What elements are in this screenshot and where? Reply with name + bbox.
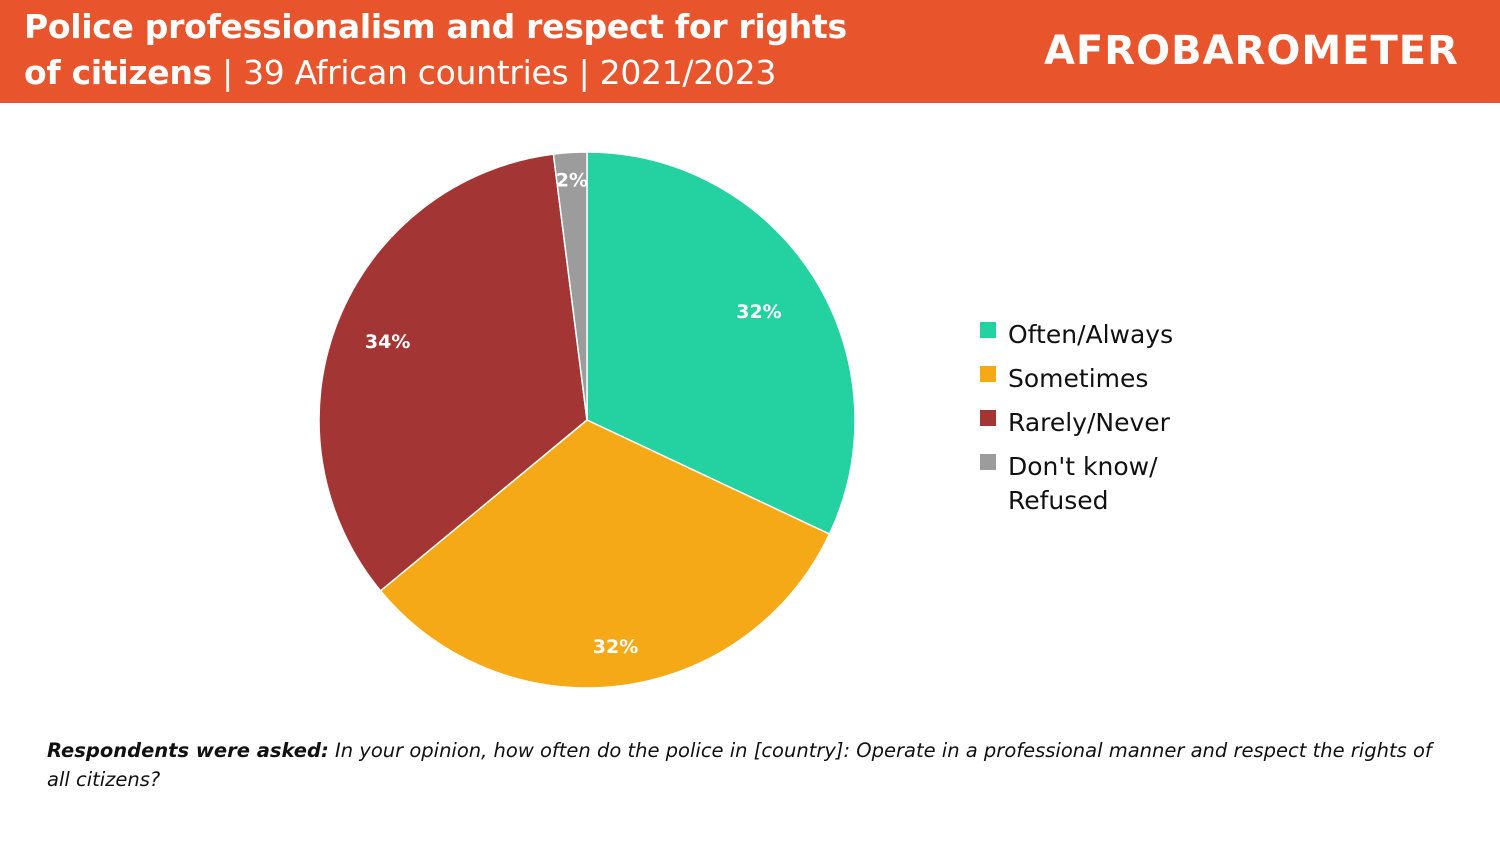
legend-swatch-rarely-never <box>980 410 996 426</box>
legend-swatch-dont-know <box>980 454 996 470</box>
legend-label: Sometimes <box>1008 364 1149 393</box>
footnote: Respondents were asked: In your opinion,… <box>47 736 1457 794</box>
pie-slice-sometimes <box>379 419 831 689</box>
legend-label: Don't know/Refused <box>1008 452 1158 515</box>
title-subtitle: | 39 African countries | 2021/2023 <box>211 53 777 92</box>
chart-title: Police professionalism and respect for r… <box>24 4 847 96</box>
pie-label-dont-know: 2% <box>556 169 588 191</box>
title-bold-line2: of citizens <box>24 53 212 92</box>
pie-slice-dont-know <box>552 151 588 421</box>
pie-chart: 32% 32% 34% 2% <box>318 151 856 689</box>
pie-slice-often-always <box>586 151 856 536</box>
legend-item-sometimes: Sometimes <box>980 362 1173 396</box>
legend: Often/Always Sometimes Rarely/Never Don'… <box>980 318 1173 528</box>
footnote-lead: Respondents were asked: <box>47 739 329 762</box>
legend-item-often-always: Often/Always <box>980 318 1173 352</box>
legend-swatch-sometimes <box>980 366 996 382</box>
pie-label-rarely-never: 34% <box>365 331 410 353</box>
pie-label-sometimes: 32% <box>593 636 638 658</box>
legend-item-rarely-never: Rarely/Never <box>980 406 1173 440</box>
legend-item-dont-know: Don't know/Refused <box>980 450 1173 518</box>
title-bold-line1: Police professionalism and respect for r… <box>24 7 847 46</box>
pie-slice-rarely-never <box>318 153 588 592</box>
legend-swatch-often-always <box>980 322 996 338</box>
legend-label: Often/Always <box>1008 320 1174 349</box>
header-banner: Police professionalism and respect for r… <box>0 0 1500 103</box>
afrobarometer-logo: AFROBAROMETER <box>1044 28 1459 74</box>
footnote-question: In your opinion, how often do the police… <box>47 739 1432 791</box>
legend-label: Rarely/Never <box>1008 408 1170 437</box>
pie-label-often-always: 32% <box>736 301 781 323</box>
